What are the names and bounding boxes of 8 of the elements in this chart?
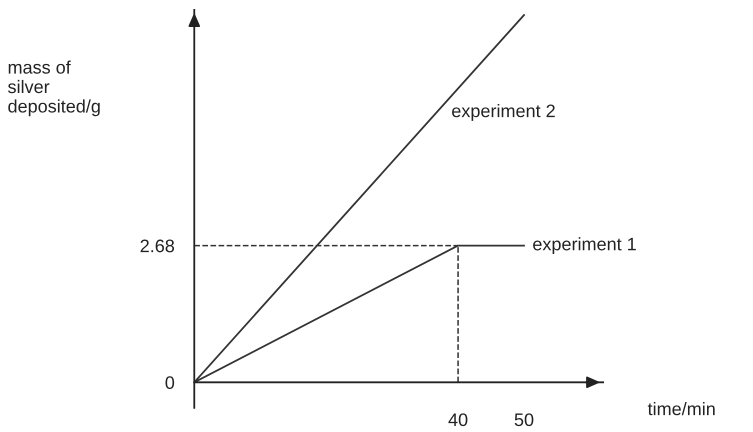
series-label: experiment 1 <box>533 237 636 254</box>
series-label: experiment 2 <box>452 104 555 121</box>
x-tick-label: 50 <box>514 413 534 426</box>
x-tick-label: 40 <box>448 413 468 426</box>
y-tick-label: 2.68 <box>140 240 174 252</box>
y-axis-title: mass of silver deposited/g <box>8 60 100 116</box>
x-axis-title: time/min <box>648 402 715 416</box>
y-tick-label: 0 <box>165 376 174 390</box>
